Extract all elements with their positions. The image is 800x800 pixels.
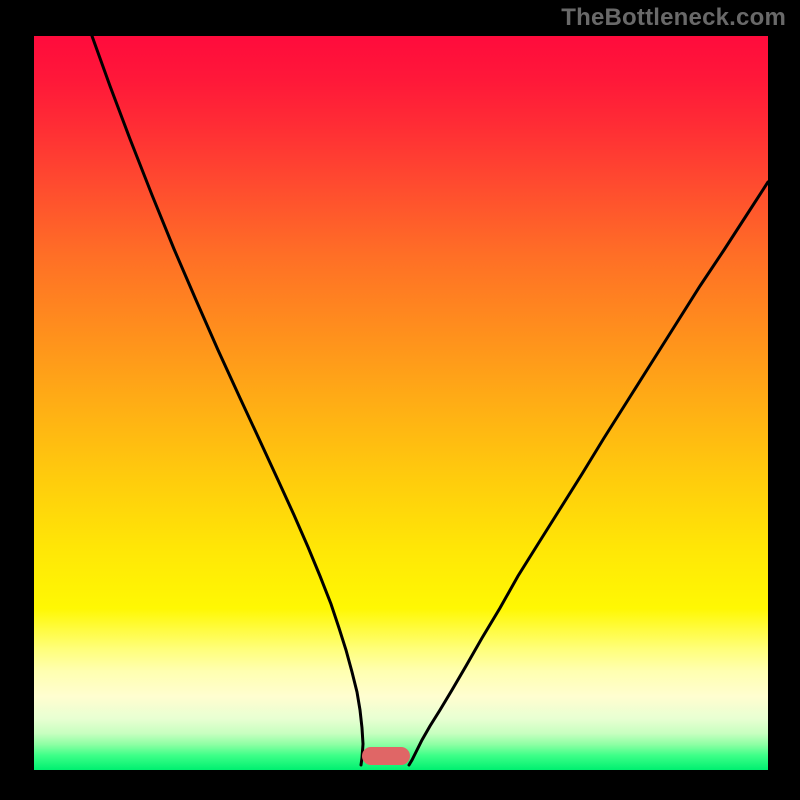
watermark-text: TheBottleneck.com: [561, 4, 786, 32]
chart-frame: TheBottleneck.com: [0, 0, 800, 800]
bottleneck-marker: [362, 747, 410, 765]
bottleneck-chart: [34, 36, 768, 770]
gradient-background: [34, 36, 768, 770]
